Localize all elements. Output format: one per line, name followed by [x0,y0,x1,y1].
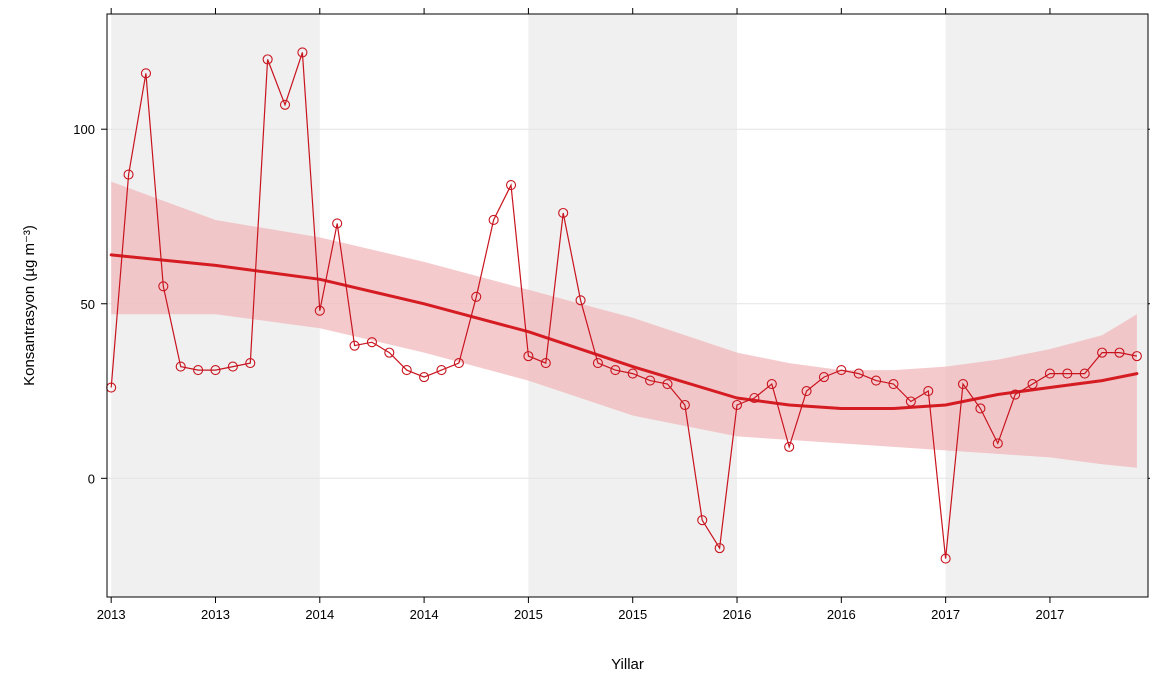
data-point-44 [871,375,882,386]
data-point-41 [818,372,830,383]
data-point-49 [957,378,969,390]
data-point-16 [384,347,395,358]
data-point-4 [175,361,186,372]
data-point-1 [123,169,134,180]
data-point-19 [436,365,447,376]
plot-frame [106,13,1149,598]
data-point-7 [227,361,238,372]
data-point-24 [523,351,534,362]
confidence-band [111,181,1137,468]
data-point-23 [505,180,517,191]
y-axis-title: Konsantrasyon (µg m⁻³) [21,225,38,386]
trend-line [109,253,1139,410]
data-point-5 [193,365,204,376]
data-point-55 [1062,368,1073,379]
data-point-25 [540,358,551,369]
data-point-12 [314,305,325,316]
data-point-51 [992,438,1003,449]
data-point-42 [836,365,847,376]
y-tick-label-1: 50 [81,297,95,312]
data-point-30 [627,368,638,379]
data-point-33 [679,399,690,411]
data-point-36 [731,399,743,411]
x-axis-title: Yillar [611,656,644,673]
data-point-29 [610,365,621,376]
data-point-57 [1097,347,1108,358]
data-point-10 [279,99,291,110]
x-tick-label-7: 2016 [827,607,856,622]
data-point-46 [905,396,916,407]
data-point-13 [332,218,343,229]
x-tick-label-8: 2017 [931,607,960,622]
data-point-43 [853,368,864,379]
data-point-38 [766,378,777,390]
data-point-21 [471,291,482,302]
data-point-6 [210,365,221,376]
data-point-3 [158,281,169,292]
y-tick-label-0: 0 [88,471,95,486]
data-point-31 [645,375,656,386]
data-point-26 [558,207,569,219]
data-point-17 [401,365,412,376]
data-point-54 [1044,368,1055,379]
confidence-band-area [111,181,1137,468]
trend-line-path [109,253,1139,410]
data-point-18 [419,372,430,383]
data-point-15 [366,337,377,348]
data-point-37 [749,392,760,404]
data-point-35 [714,543,725,554]
x-tick-label-6: 2016 [723,607,752,622]
monthly-series [106,47,1142,564]
data-point-34 [697,515,708,526]
y-tick-label-2: 100 [73,122,95,137]
x-tick-label-4: 2015 [514,607,543,622]
data-point-2 [140,68,151,79]
data-point-8 [245,358,256,369]
data-point-40 [801,385,812,397]
x-tick-label-0: 2013 [97,607,126,622]
year-shade-2 [945,14,1148,597]
data-point-22 [488,214,499,226]
data-point-53 [1027,378,1038,390]
x-tick-label-1: 2013 [201,607,230,622]
data-point-52 [1010,389,1021,400]
x-tick-label-3: 2014 [410,607,439,622]
data-point-56 [1079,368,1090,379]
data-point-59 [1131,351,1142,362]
x-tick-label-5: 2015 [618,607,647,622]
x-axis-ticks: 2013 2013 2014 2014 2015 2015 2016 2016 2017 2017 [97,8,1064,622]
data-point-45 [888,378,899,390]
data-point-39 [784,441,795,452]
data-point-27 [575,295,586,306]
data-point-32 [662,378,673,390]
year-shading [111,14,1148,597]
data-point-47 [923,385,934,397]
x-tick-label-2: 2014 [305,607,334,622]
data-point-58 [1114,347,1125,358]
data-point-9 [262,54,273,65]
data-point-11 [297,47,308,58]
data-point-20 [453,358,464,369]
x-tick-label-9: 2017 [1035,607,1064,622]
data-point-14 [349,340,360,351]
data-point-48 [940,553,951,564]
data-point-28 [592,358,603,369]
data-point-50 [975,403,986,414]
